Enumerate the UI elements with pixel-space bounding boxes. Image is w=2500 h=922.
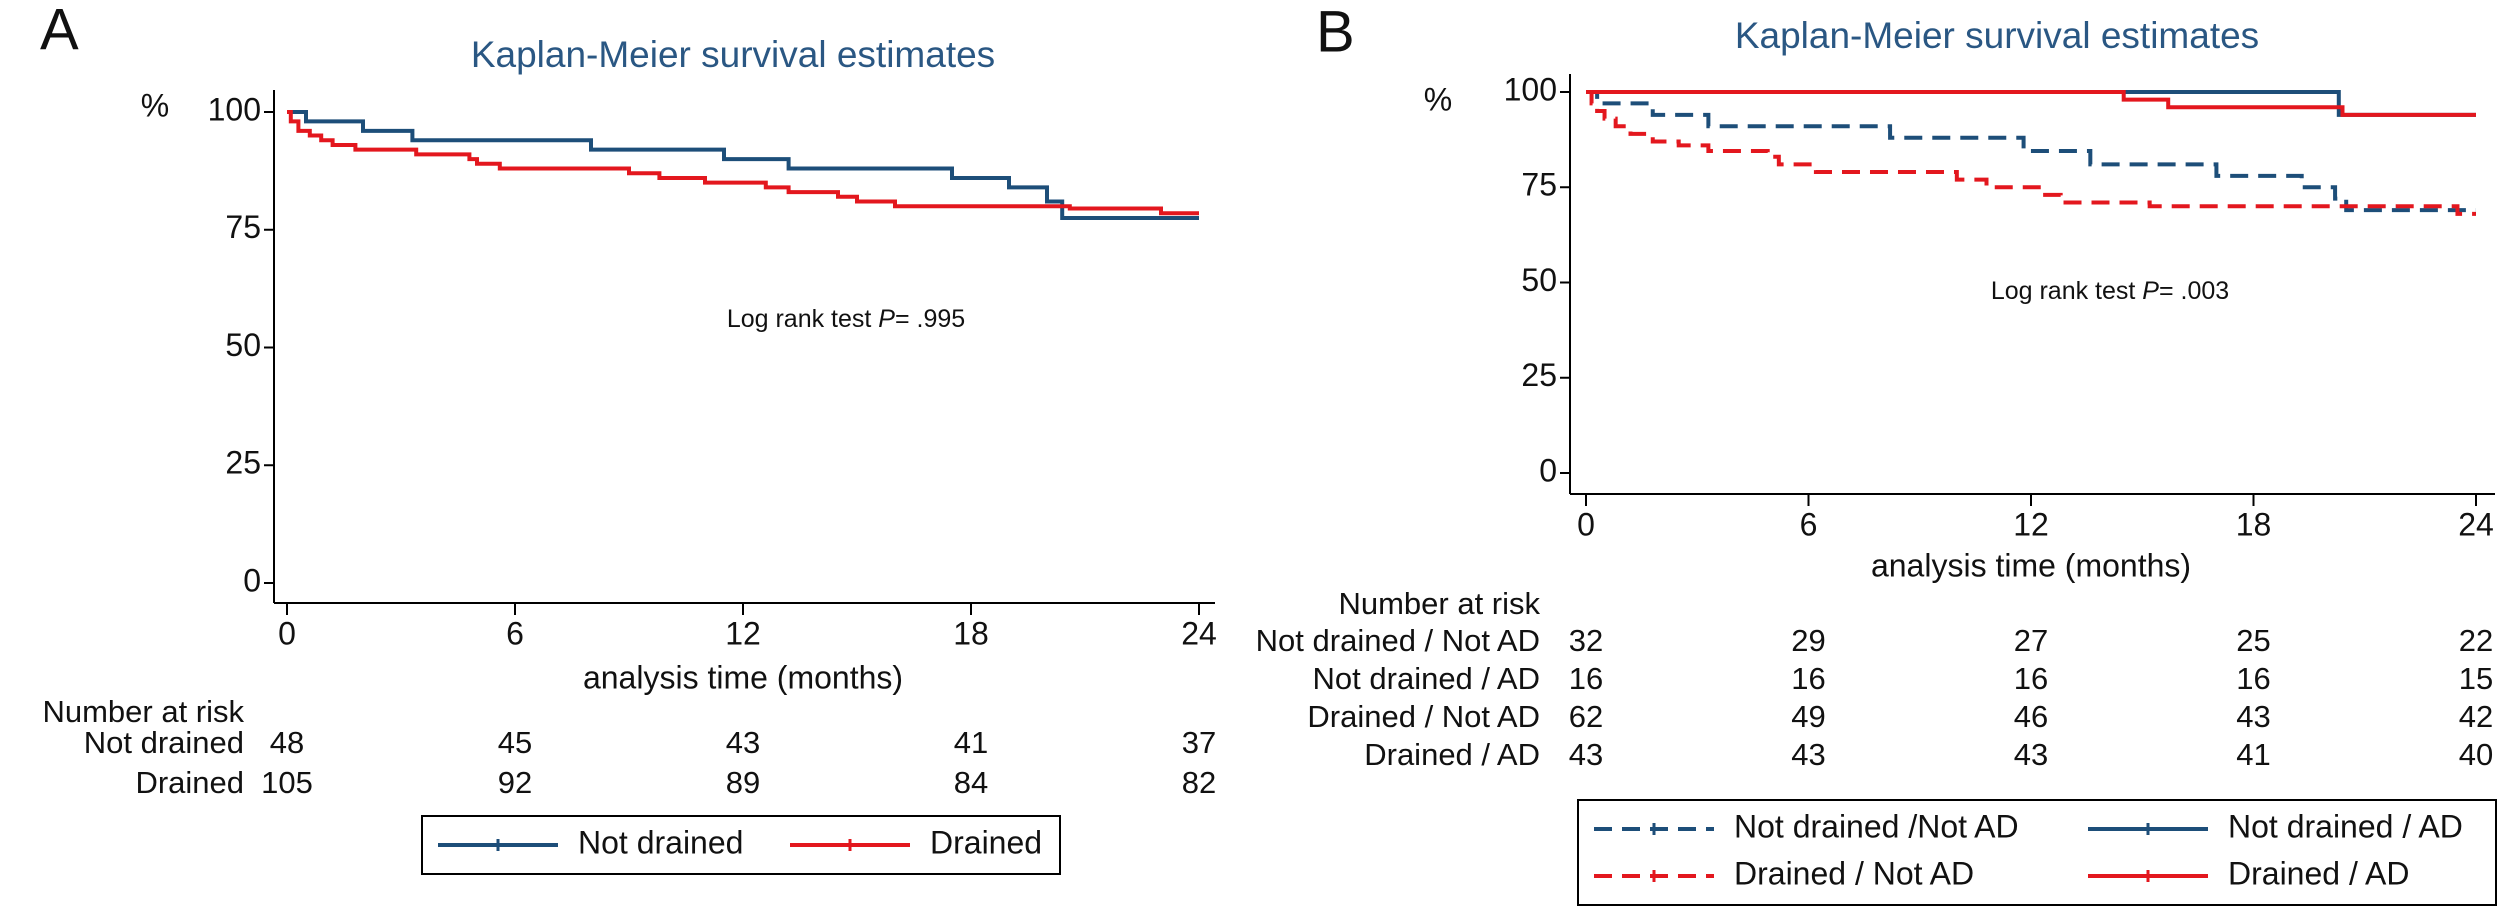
chart-title: Kaplan-Meier survival estimates xyxy=(1735,15,2259,56)
risk-value: 46 xyxy=(2014,699,2048,734)
y-tick-label: 50 xyxy=(225,327,261,363)
risk-row-label: Drained / AD xyxy=(1364,737,1540,772)
annotation-part: Log rank test xyxy=(1991,277,2142,305)
y-tick-label: 25 xyxy=(1521,357,1557,393)
legend-label: Drained xyxy=(930,824,1042,860)
x-axis-label: analysis time (months) xyxy=(1871,547,2191,583)
risk-value: 49 xyxy=(1791,699,1825,734)
risk-row-label: Not drained xyxy=(84,725,244,760)
annotation: Log rank test P= .003 xyxy=(1991,277,2229,305)
x-tick-label: 12 xyxy=(2013,506,2049,542)
annotation-part: P xyxy=(2142,277,2159,305)
x-tick-label: 24 xyxy=(2458,506,2494,542)
x-tick-label: 12 xyxy=(725,615,761,651)
legend-label: Not drained /Not AD xyxy=(1734,808,2019,844)
risk-value: 43 xyxy=(1791,737,1825,772)
y-tick-label: 100 xyxy=(1504,71,1557,107)
survival-curve xyxy=(287,110,1199,220)
x-tick-label: 24 xyxy=(1181,615,1217,651)
y-tick-label: 50 xyxy=(1521,262,1557,298)
risk-value: 15 xyxy=(2459,661,2493,696)
x-tick-label: 0 xyxy=(1577,506,1595,542)
y-tick-label: 0 xyxy=(243,562,261,598)
risk-value: 62 xyxy=(1569,699,1603,734)
risk-value: 43 xyxy=(1569,737,1603,772)
risk-value: 42 xyxy=(2459,699,2493,734)
risk-value: 32 xyxy=(1569,623,1603,658)
risk-row-label: Drained / Not AD xyxy=(1307,699,1540,734)
risk-value: 84 xyxy=(954,765,988,800)
risk-value: 16 xyxy=(2014,661,2048,696)
annotation: Log rank test P= .995 xyxy=(727,305,965,333)
y-axis-label: % xyxy=(1424,81,1452,117)
y-tick-label: 75 xyxy=(1521,167,1557,203)
panel-label: A xyxy=(40,0,79,62)
risk-value: 25 xyxy=(2236,623,2270,658)
risk-value: 43 xyxy=(2014,737,2048,772)
x-tick-label: 0 xyxy=(278,615,296,651)
y-axis-label: % xyxy=(141,87,169,123)
y-tick-label: 0 xyxy=(1539,452,1557,488)
y-tick-label: 100 xyxy=(208,91,261,127)
risk-value: 22 xyxy=(2459,623,2493,658)
risk-row-label: Not drained / AD xyxy=(1313,661,1540,696)
annotation-part: = .995 xyxy=(895,305,965,333)
legend-box xyxy=(1577,799,2497,906)
chart-title: Kaplan-Meier survival estimates xyxy=(471,34,995,75)
legend-label: Drained / AD xyxy=(2228,855,2409,891)
risk-value: 16 xyxy=(1569,661,1603,696)
survival-curve xyxy=(1586,90,2476,216)
risk-value: 41 xyxy=(954,725,988,760)
legend-label: Not drained xyxy=(578,824,743,860)
risk-value: 82 xyxy=(1182,765,1216,800)
survival-curve xyxy=(287,110,1199,216)
risk-value: 43 xyxy=(726,725,760,760)
x-tick-label: 18 xyxy=(2236,506,2272,542)
risk-value: 43 xyxy=(2236,699,2270,734)
survival-curve xyxy=(1586,90,2476,117)
x-tick-label: 18 xyxy=(953,615,989,651)
risk-value: 41 xyxy=(2236,737,2270,772)
risk-value: 89 xyxy=(726,765,760,800)
x-tick-label: 6 xyxy=(506,615,524,651)
risk-value: 37 xyxy=(1182,725,1216,760)
x-tick-label: 6 xyxy=(1800,506,1818,542)
legend-label: Not drained / AD xyxy=(2228,808,2463,844)
risk-table-title: Number at risk xyxy=(1338,586,1540,621)
risk-value: 48 xyxy=(270,725,304,760)
legend-label: Drained / Not AD xyxy=(1734,855,1974,891)
risk-value: 40 xyxy=(2459,737,2493,772)
risk-row-label: Drained xyxy=(135,765,244,800)
annotation-part: P xyxy=(878,305,895,333)
x-axis-label: analysis time (months) xyxy=(583,659,903,695)
risk-table-title: Number at risk xyxy=(42,694,244,729)
panel-label: B xyxy=(1316,0,1355,64)
risk-value: 29 xyxy=(1791,623,1825,658)
annotation-part: Log rank test xyxy=(727,305,878,333)
risk-value: 27 xyxy=(2014,623,2048,658)
survival-curve xyxy=(1586,90,2476,213)
risk-value: 105 xyxy=(261,765,313,800)
risk-value: 16 xyxy=(2236,661,2270,696)
y-tick-label: 25 xyxy=(225,445,261,481)
y-tick-label: 75 xyxy=(225,209,261,245)
risk-value: 45 xyxy=(498,725,532,760)
risk-row-label: Not drained / Not AD xyxy=(1256,623,1540,658)
risk-value: 92 xyxy=(498,765,532,800)
annotation-part: = .003 xyxy=(2159,277,2229,305)
risk-value: 16 xyxy=(1791,661,1825,696)
